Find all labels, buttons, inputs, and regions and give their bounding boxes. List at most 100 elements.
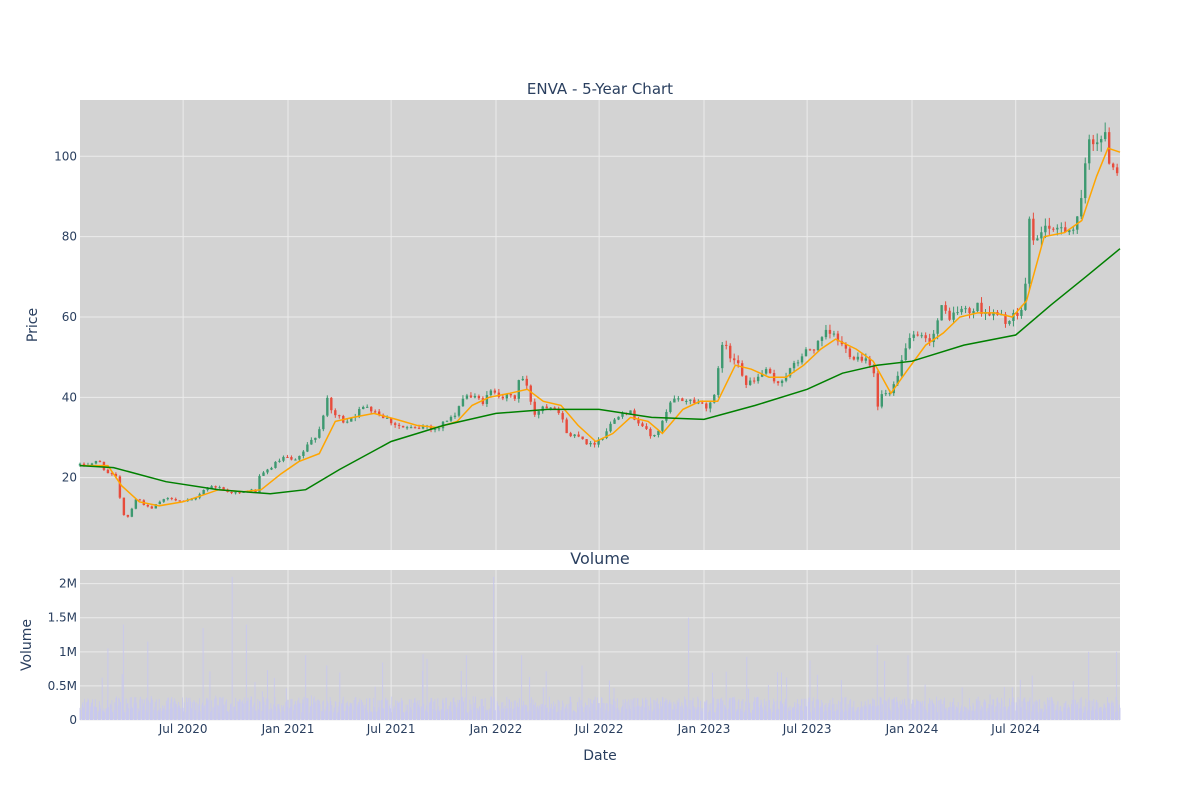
candle-body — [1092, 139, 1095, 145]
candle-body — [190, 499, 193, 501]
candle-body — [417, 427, 421, 429]
candle-body — [924, 335, 927, 339]
volume-x-tick-label: Jan 2021 — [261, 722, 315, 736]
candle-body — [649, 428, 652, 437]
volume-x-tick-label: Jan 2022 — [469, 722, 523, 736]
candle-body — [461, 398, 465, 407]
candle-body — [729, 345, 732, 359]
candle-body — [445, 420, 449, 422]
candle-body — [685, 400, 688, 402]
candle-body — [1032, 218, 1035, 241]
candle-body — [266, 469, 269, 473]
candle-body — [298, 455, 301, 460]
candle-body — [1048, 225, 1051, 229]
candle-body — [553, 407, 556, 409]
candle-body — [956, 312, 959, 314]
candle-body — [1024, 283, 1027, 310]
candle-body — [896, 375, 899, 385]
candle-body — [529, 385, 532, 402]
candle-body — [202, 490, 205, 495]
volume-y-tick-label: 0.5M — [48, 679, 77, 693]
candle-body — [1060, 227, 1063, 229]
candle-body — [541, 406, 544, 412]
candle-body — [992, 312, 995, 316]
candle-body — [593, 443, 596, 445]
price-y-ticks: 20 40 60 80 100 — [54, 149, 77, 484]
ma-short-line — [80, 147, 1121, 507]
candle-body — [473, 395, 477, 398]
candle-body — [1020, 309, 1023, 316]
candle-body — [393, 423, 397, 425]
candle-body — [565, 419, 568, 434]
candle-body — [868, 358, 872, 366]
candle-body — [964, 308, 967, 310]
candle-body — [709, 402, 712, 409]
candle-body — [740, 363, 744, 376]
candle-body — [537, 411, 540, 415]
candle-body — [776, 381, 780, 384]
candle-body — [206, 488, 209, 491]
candle-body — [717, 368, 720, 395]
candle-body — [358, 409, 361, 417]
candle-body — [760, 373, 764, 377]
candle-body — [178, 500, 181, 502]
candle-body — [756, 376, 760, 382]
candle-body — [725, 344, 728, 346]
candle-body — [238, 492, 241, 494]
volume-y-tick-label: 1M — [59, 645, 77, 659]
candle-body — [653, 435, 656, 437]
candle-body — [274, 461, 277, 468]
candle-body — [948, 310, 951, 320]
candle-body — [1099, 139, 1103, 143]
candle-body — [681, 398, 684, 402]
volume-x-tick-label: Jul 2024 — [990, 722, 1040, 736]
candle-body — [888, 393, 891, 395]
candle-body — [764, 369, 768, 374]
candle-body — [166, 498, 169, 500]
candle-body — [1056, 227, 1059, 230]
candle-body — [401, 425, 405, 428]
price-y-tick-label: 100 — [54, 149, 77, 163]
candle-body — [110, 473, 114, 475]
candle-body — [673, 398, 676, 403]
candle-body — [569, 433, 572, 437]
candle-body — [617, 416, 620, 420]
candle-body — [389, 417, 393, 424]
candle-body — [932, 333, 935, 343]
candle-body — [210, 486, 213, 489]
candle-body — [126, 514, 130, 517]
candle-body — [1028, 218, 1031, 284]
candle-body — [174, 499, 177, 501]
candle-body — [733, 358, 736, 361]
price-y-tick-label: 80 — [62, 230, 77, 244]
candle-body — [972, 311, 975, 314]
candle-body — [621, 412, 624, 417]
price-y-tick-label: 40 — [62, 390, 77, 404]
candle-body — [330, 397, 333, 411]
candle-body — [988, 312, 991, 316]
candle-body — [106, 469, 110, 474]
candle-body — [1080, 198, 1083, 217]
candle-body — [693, 399, 696, 403]
candle-body — [437, 428, 441, 430]
candle-body — [557, 408, 560, 414]
candle-body — [832, 333, 836, 335]
candle-body — [90, 463, 94, 466]
candle-body — [581, 436, 584, 440]
candle-body — [533, 401, 536, 415]
candle-body — [373, 411, 377, 413]
candle-body — [134, 499, 138, 509]
candle-body — [677, 398, 680, 400]
candle-body — [310, 439, 313, 445]
candle-body — [98, 461, 102, 463]
volume-y-tick-label: 2M — [59, 577, 77, 591]
candle-body — [433, 428, 437, 430]
candle-body — [1084, 163, 1087, 199]
candle-body — [334, 410, 337, 416]
candle-body — [940, 305, 943, 321]
candle-body — [194, 497, 197, 500]
candle-body — [860, 356, 864, 361]
candle-body — [318, 429, 321, 438]
candle-body — [828, 329, 832, 334]
